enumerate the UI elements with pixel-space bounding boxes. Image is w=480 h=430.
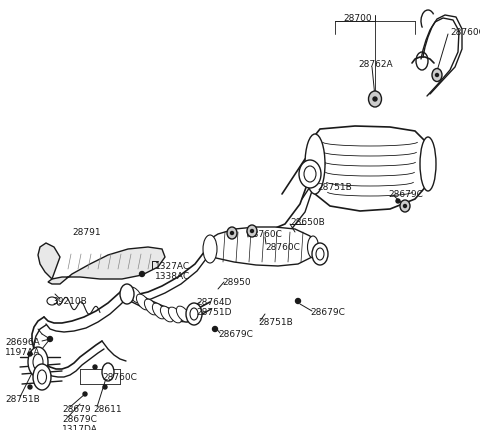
Ellipse shape	[136, 295, 150, 310]
Text: 1197AA: 1197AA	[5, 347, 40, 356]
Ellipse shape	[120, 284, 134, 304]
Ellipse shape	[33, 364, 51, 390]
Circle shape	[373, 98, 377, 102]
Text: 28762A: 28762A	[358, 60, 393, 69]
Text: 28679C: 28679C	[218, 329, 253, 338]
Circle shape	[296, 299, 300, 304]
Text: 28751D: 28751D	[196, 307, 231, 316]
Text: 28751B: 28751B	[258, 317, 293, 326]
Ellipse shape	[168, 307, 181, 323]
Ellipse shape	[227, 227, 237, 240]
Text: 39210B: 39210B	[52, 296, 87, 305]
Ellipse shape	[37, 370, 47, 384]
Ellipse shape	[432, 69, 442, 82]
Ellipse shape	[160, 307, 174, 322]
Circle shape	[230, 232, 233, 235]
Text: 28760C: 28760C	[450, 28, 480, 37]
Ellipse shape	[308, 237, 319, 258]
Text: 28751B: 28751B	[317, 183, 352, 191]
Text: 28791: 28791	[72, 227, 101, 236]
Text: 28679C: 28679C	[62, 414, 97, 423]
Circle shape	[83, 392, 87, 396]
Ellipse shape	[420, 138, 436, 191]
Text: 28950: 28950	[222, 277, 251, 286]
Ellipse shape	[312, 243, 328, 265]
Circle shape	[103, 385, 107, 389]
Circle shape	[435, 74, 439, 77]
Ellipse shape	[177, 307, 190, 322]
Circle shape	[140, 272, 144, 277]
Text: 28679C: 28679C	[388, 190, 423, 199]
Ellipse shape	[203, 236, 217, 264]
Circle shape	[404, 205, 407, 208]
Ellipse shape	[47, 297, 57, 305]
Text: 1327AC: 1327AC	[155, 261, 190, 270]
Ellipse shape	[129, 287, 142, 303]
Ellipse shape	[316, 249, 324, 261]
Text: 28760C: 28760C	[102, 372, 137, 381]
Ellipse shape	[102, 363, 114, 381]
Text: 28700: 28700	[344, 14, 372, 23]
Text: 28760C: 28760C	[247, 230, 282, 239]
Circle shape	[251, 230, 253, 233]
Ellipse shape	[369, 92, 382, 108]
Text: 28764D: 28764D	[196, 297, 231, 306]
Polygon shape	[38, 243, 60, 280]
Ellipse shape	[190, 308, 198, 320]
Ellipse shape	[186, 303, 202, 325]
Ellipse shape	[247, 225, 257, 237]
Text: 28679: 28679	[62, 404, 91, 413]
Ellipse shape	[305, 135, 325, 194]
Text: 28696A: 28696A	[5, 337, 40, 346]
Text: 28760C: 28760C	[265, 243, 300, 252]
Ellipse shape	[299, 161, 321, 189]
Text: 28679C: 28679C	[310, 307, 345, 316]
Circle shape	[28, 352, 32, 356]
Circle shape	[93, 365, 97, 369]
Ellipse shape	[144, 299, 157, 315]
Circle shape	[28, 385, 32, 389]
Ellipse shape	[33, 354, 43, 370]
Text: 1338AC: 1338AC	[155, 271, 190, 280]
Text: 28650B: 28650B	[290, 218, 325, 227]
Ellipse shape	[400, 200, 410, 212]
Circle shape	[213, 327, 217, 332]
Circle shape	[396, 200, 400, 203]
Ellipse shape	[28, 347, 48, 377]
Polygon shape	[207, 227, 315, 266]
Text: 28751B: 28751B	[5, 394, 40, 403]
Text: 28611: 28611	[93, 404, 121, 413]
Ellipse shape	[153, 304, 166, 319]
Text: 1317DA: 1317DA	[62, 424, 98, 430]
Polygon shape	[310, 127, 430, 212]
Circle shape	[48, 337, 52, 342]
Polygon shape	[48, 247, 165, 284]
Ellipse shape	[304, 166, 316, 183]
